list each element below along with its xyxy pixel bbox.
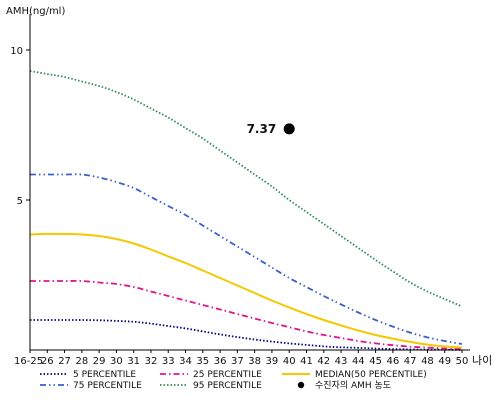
x-tick-label: 28: [75, 356, 88, 367]
x-tick-label: 27: [58, 356, 71, 367]
x-tick-label: 47: [404, 356, 417, 367]
x-tick-label: 50: [456, 356, 469, 367]
legend-item-75-percentile: 75 PERCENTILE: [40, 381, 142, 391]
x-tick-label: 33: [162, 356, 175, 367]
legend-item-95-percentile: 95 PERCENTILE: [160, 381, 262, 391]
x-tick-label: 42: [317, 356, 330, 367]
x-tick-label: 37: [231, 356, 244, 367]
x-tick-label: 48: [421, 356, 434, 367]
y-tick-label: 5: [17, 196, 23, 207]
legend-item-median-50-percentile: MEDIAN(50 PERCENTILE): [282, 370, 427, 380]
x-tick-label: 35: [196, 356, 209, 367]
x-tick-label: 32: [145, 356, 158, 367]
legend-label: MEDIAN(50 PERCENTILE): [315, 370, 427, 380]
x-tick-label: 36: [214, 356, 227, 367]
legend-label: 25 PERCENTILE: [193, 370, 262, 380]
x-tick-label: 38: [248, 356, 261, 367]
x-tick-label: 39: [266, 356, 279, 367]
x-tick-label: 41: [300, 356, 313, 367]
x-tick-label: 45: [369, 356, 382, 367]
legend-marker: [298, 382, 304, 388]
x-tick-label: 29: [93, 356, 106, 367]
legend-label: 5 PERCENTILE: [73, 370, 136, 380]
y-axis-title: AMH(ng/ml): [6, 6, 65, 17]
x-tick-label: 30: [110, 356, 123, 367]
x-tick-label: 44: [352, 356, 365, 367]
legend-item-patient-amh: 수진자의 AMH 농도: [298, 380, 391, 391]
x-tick-label: 34: [179, 356, 192, 367]
series-line-75-percentile: [30, 174, 462, 344]
y-tick-label: 10: [10, 46, 23, 57]
series-line-95-percentile: [30, 71, 462, 307]
x-tick-label: 40: [283, 356, 296, 367]
x-axis-title: 나이: [472, 354, 492, 367]
annotation: 7.37: [247, 122, 295, 136]
x-tick-label: 46: [387, 356, 400, 367]
x-tick-label: 31: [127, 356, 140, 367]
x-tick-label: 26: [41, 356, 54, 367]
x-tick-label: 43: [335, 356, 348, 367]
axes: AMH(ng/ml) 나이: [6, 6, 492, 367]
legend-label: 75 PERCENTILE: [73, 381, 142, 391]
series-lines: [30, 71, 462, 350]
legend-label: 95 PERCENTILE: [193, 381, 262, 391]
x-tick-label: 16-25: [14, 356, 43, 367]
legend-item-25-percentile: 25 PERCENTILE: [160, 370, 262, 380]
legend-label: 수진자의 AMH 농도: [315, 380, 391, 391]
x-tick-label: 49: [438, 356, 451, 367]
patient-amh-point: [284, 123, 295, 134]
legend: 5 PERCENTILE 25 PERCENTILE MEDIAN(50 PERCE…: [40, 370, 427, 391]
legend-item-5-percentile: 5 PERCENTILE: [40, 370, 136, 380]
patient-amh-value-label: 7.37: [247, 122, 277, 136]
